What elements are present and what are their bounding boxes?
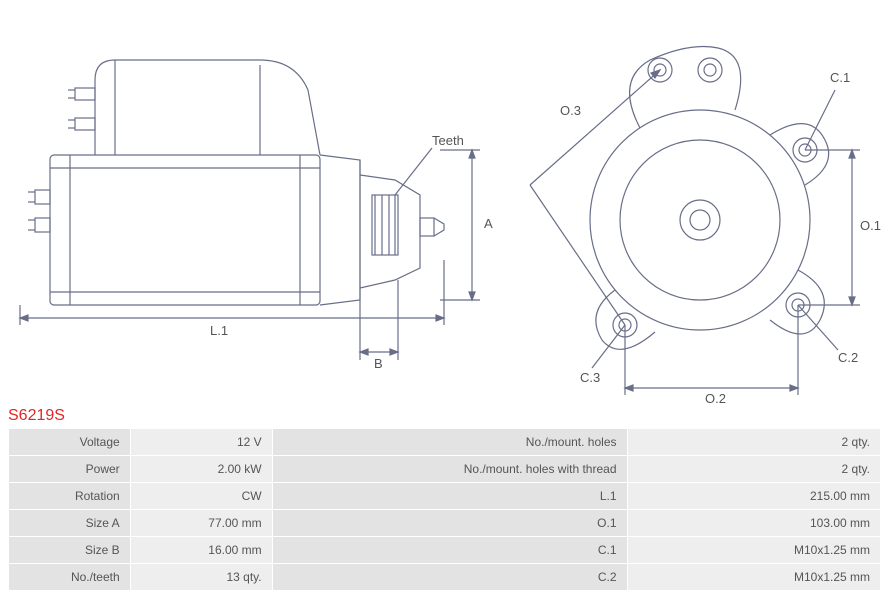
spec-value: 2 qty. xyxy=(627,429,881,456)
spec-value: 103.00 mm xyxy=(627,510,881,537)
part-code: S6219S xyxy=(8,407,65,425)
spec-value: 12 V xyxy=(130,429,272,456)
spec-value: 16.00 mm xyxy=(130,537,272,564)
table-row: Power2.00 kWNo./mount. holes with thread… xyxy=(9,456,881,483)
spec-label: C.2 xyxy=(272,564,627,591)
spec-label: O.1 xyxy=(272,510,627,537)
spec-value: 2 qty. xyxy=(627,456,881,483)
label-O1: O.1 xyxy=(860,218,881,233)
spec-value: CW xyxy=(130,483,272,510)
table-row: Size B16.00 mmC.1M10x1.25 mm xyxy=(9,537,881,564)
spec-value: M10x1.25 mm xyxy=(627,537,881,564)
spec-label: L.1 xyxy=(272,483,627,510)
spec-label: No./mount. holes xyxy=(272,429,627,456)
spec-label: Size B xyxy=(9,537,131,564)
table-row: Size A77.00 mmO.1103.00 mm xyxy=(9,510,881,537)
technical-drawing: Teeth L.1 B A O.3 O.1 O.2 C.1 C.2 C.3 xyxy=(0,0,889,405)
side-view xyxy=(28,60,444,305)
spec-label: Rotation xyxy=(9,483,131,510)
side-view-dimensions xyxy=(20,148,480,360)
spec-label: No./teeth xyxy=(9,564,131,591)
spec-label: C.1 xyxy=(272,537,627,564)
spec-value: 215.00 mm xyxy=(627,483,881,510)
label-teeth: Teeth xyxy=(432,133,464,148)
diagram-area: Teeth L.1 B A O.3 O.1 O.2 C.1 C.2 C.3 xyxy=(0,0,889,405)
table-row: RotationCWL.1215.00 mm xyxy=(9,483,881,510)
spec-value: 77.00 mm xyxy=(130,510,272,537)
table-row: Voltage12 VNo./mount. holes2 qty. xyxy=(9,429,881,456)
spec-value: 13 qty. xyxy=(130,564,272,591)
spec-label: No./mount. holes with thread xyxy=(272,456,627,483)
front-view-dimensions xyxy=(530,70,860,395)
label-C1: C.1 xyxy=(830,70,850,85)
label-O2: O.2 xyxy=(705,391,726,405)
label-B: B xyxy=(374,356,383,371)
label-L1: L.1 xyxy=(210,323,228,338)
label-A: A xyxy=(484,216,493,231)
dimension-labels: Teeth L.1 B A O.3 O.1 O.2 C.1 C.2 C.3 xyxy=(210,70,881,405)
spec-value: 2.00 kW xyxy=(130,456,272,483)
spec-label: Power xyxy=(9,456,131,483)
spec-value: M10x1.25 mm xyxy=(627,564,881,591)
table-row: No./teeth13 qty.C.2M10x1.25 mm xyxy=(9,564,881,591)
spec-label: Voltage xyxy=(9,429,131,456)
spec-table: Voltage12 VNo./mount. holes2 qty.Power2.… xyxy=(8,428,881,591)
spec-label: Size A xyxy=(9,510,131,537)
label-C3: C.3 xyxy=(580,370,600,385)
label-C2: C.2 xyxy=(838,350,858,365)
label-O3: O.3 xyxy=(560,103,581,118)
front-view xyxy=(590,47,829,350)
